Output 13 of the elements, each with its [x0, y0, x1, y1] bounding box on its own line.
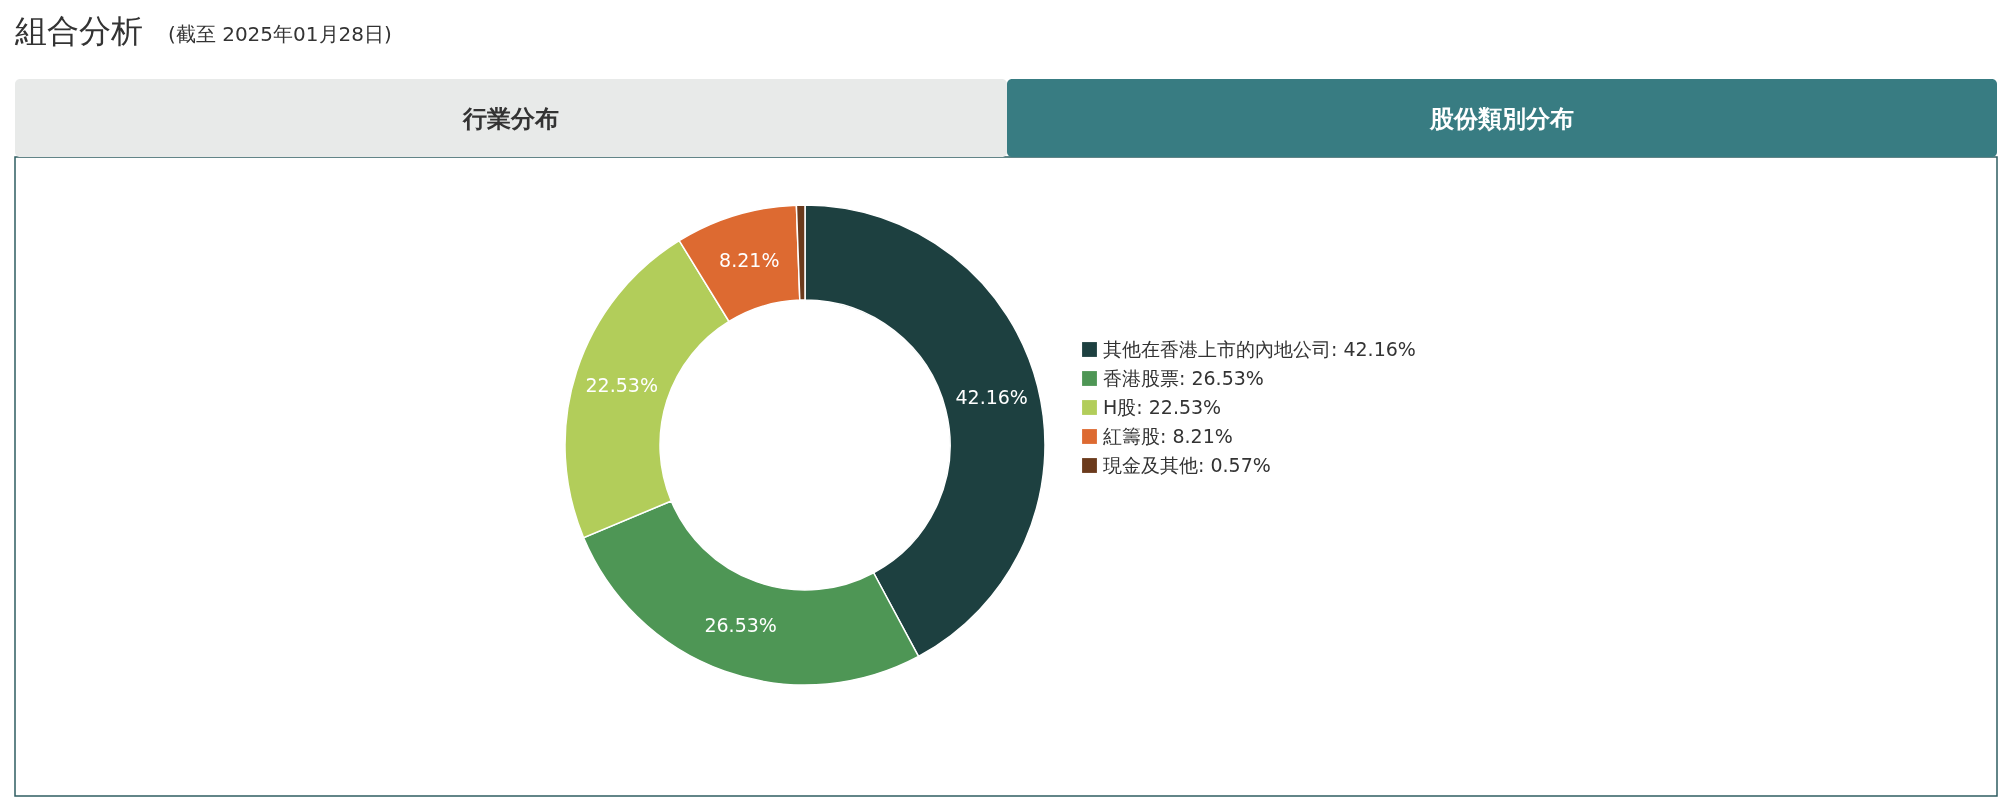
- text: 組合分析: [14, 12, 143, 50]
- legend-label: 現金及其他: 0.57%: [1103, 453, 1271, 476]
- legend-label: H股: 22.53%: [1103, 395, 1222, 418]
- legend-label: 香港股票: 26.53%: [1103, 366, 1264, 389]
- data-label: 26.53%: [704, 614, 777, 637]
- data-label: 8.21%: [719, 248, 780, 271]
- data-label: 22.53%: [585, 374, 658, 397]
- legend-label: 其他在香港上市的內地公司: 42.16%: [1103, 337, 1416, 360]
- legend-label: 紅籌股: 8.21%: [1103, 424, 1233, 447]
- text: 股份類別分布: [1429, 105, 1574, 133]
- text: (截至 2025年01月28日): [168, 22, 392, 46]
- text: 行業分布: [462, 105, 559, 133]
- data-label: 42.16%: [955, 386, 1028, 409]
